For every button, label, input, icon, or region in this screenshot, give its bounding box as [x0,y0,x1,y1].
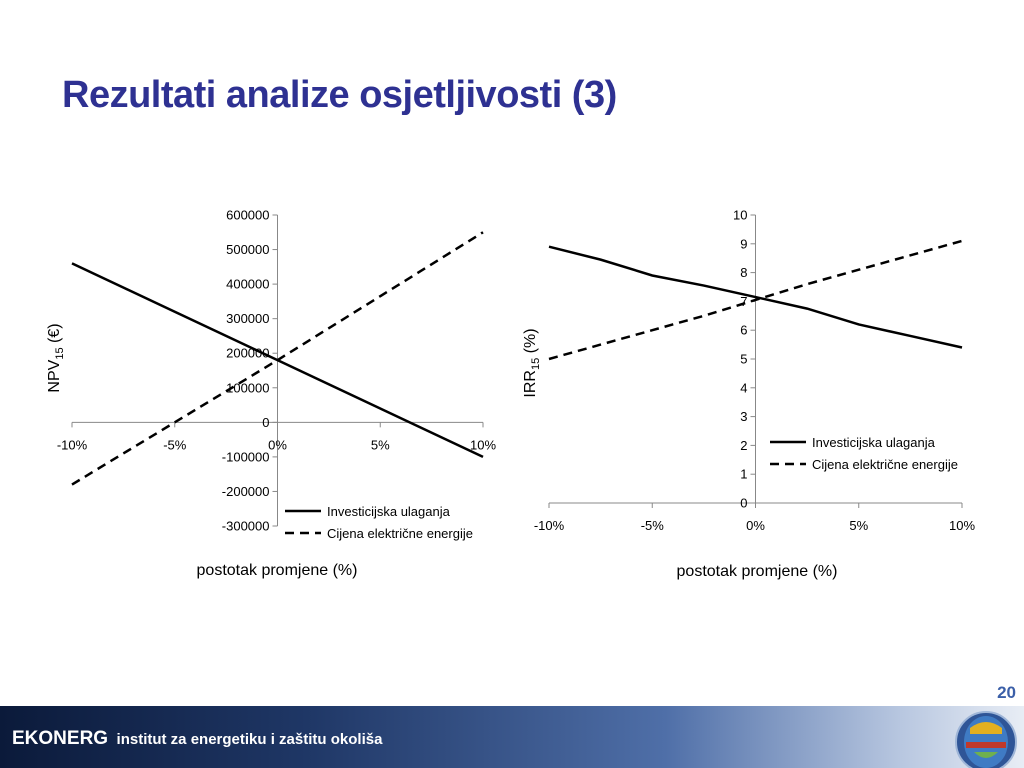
y-tick-label: 5 [740,352,747,367]
y-tick-label: 4 [740,380,747,395]
y-axis-label-unit: (€) [46,323,63,347]
y-tick-label: 600000 [226,208,269,223]
irr-sensitivity-chart: 0 1 2 3 4 5 6 7 8 9 10 -10% -5% 0% 5% 10% Investicijska … [500,0,1000,600]
x-tick-label: -5% [163,437,187,452]
footer-subtitle: institut za energetiku i zaštitu okoliša [116,731,383,748]
y-tick-label: -100000 [222,449,270,464]
y-axis-label: NPV15 (€) [46,323,66,392]
page-number: 20 [997,683,1016,702]
y-tick-label: 6 [740,323,747,338]
x-tick-label: 5% [371,437,390,452]
y-tick-label: 9 [740,236,747,251]
legend-label: Cijena električne energije [327,526,473,541]
x-tick-label: 5% [849,518,868,533]
y-axis-label-subscript: 15 [54,347,66,359]
irr-chart-svg: 0 1 2 3 4 5 6 7 8 9 10 -10% -5% 0% 5% 10% Investicijska … [522,208,975,581]
slide-title: Rezultati analize osjetljivosti (3) [62,74,617,116]
footer-bar: EKONERG institut za energetiku i zaštitu… [0,706,1024,768]
footer-text: EKONERG institut za energetiku i zaštitu… [12,728,382,750]
x-tick-label: 10% [470,437,496,452]
y-tick-label: -200000 [222,484,270,499]
y-axis-label-subscript: 15 [530,358,542,370]
y-tick-label: 300000 [226,311,269,326]
ekonerg-logo-icon [955,711,1017,768]
x-tick-label: 0% [746,518,765,533]
y-axis-label-unit: (%) [522,328,539,357]
npv-chart-svg: -300000 -200000 -100000 0 100000 200000 300000… [46,208,496,580]
y-tick-label: 10 [733,208,747,223]
legend-label: Cijena električne energije [812,457,958,472]
y-axis-label: IRR15 (%) [522,328,542,397]
x-tick-label: 10% [949,518,975,533]
y-tick-label: 200000 [226,346,269,361]
legend-label: Investicijska ulaganja [812,435,936,450]
y-tick-label: 7 [740,294,747,309]
footer-brand: EKONERG [12,728,109,749]
x-tick-label: -10% [57,437,88,452]
y-tick-label: 3 [740,409,747,424]
legend-label: Investicijska ulaganja [327,504,451,519]
y-axis-label-main: NPV [46,359,63,392]
x-tick-label: -5% [641,518,665,533]
y-tick-label: 0 [740,496,747,511]
y-tick-label: 500000 [226,242,269,257]
x-axis-label: postotak promjene (%) [197,562,358,579]
x-tick-label: 0% [268,437,287,452]
y-tick-label: 2 [740,438,747,453]
y-tick-label: 0 [262,415,269,430]
y-tick-label: 400000 [226,277,269,292]
y-tick-label: 8 [740,265,747,280]
x-axis-label: postotak promjene (%) [677,563,838,580]
y-axis-label-main: IRR [522,370,539,398]
npv-sensitivity-chart: -300000 -200000 -100000 0 100000 200000 300000… [0,0,520,600]
y-tick-label: 100000 [226,380,269,395]
y-tick-label: -300000 [222,519,270,534]
y-tick-label: 1 [740,467,747,482]
x-tick-label: -10% [534,518,565,533]
